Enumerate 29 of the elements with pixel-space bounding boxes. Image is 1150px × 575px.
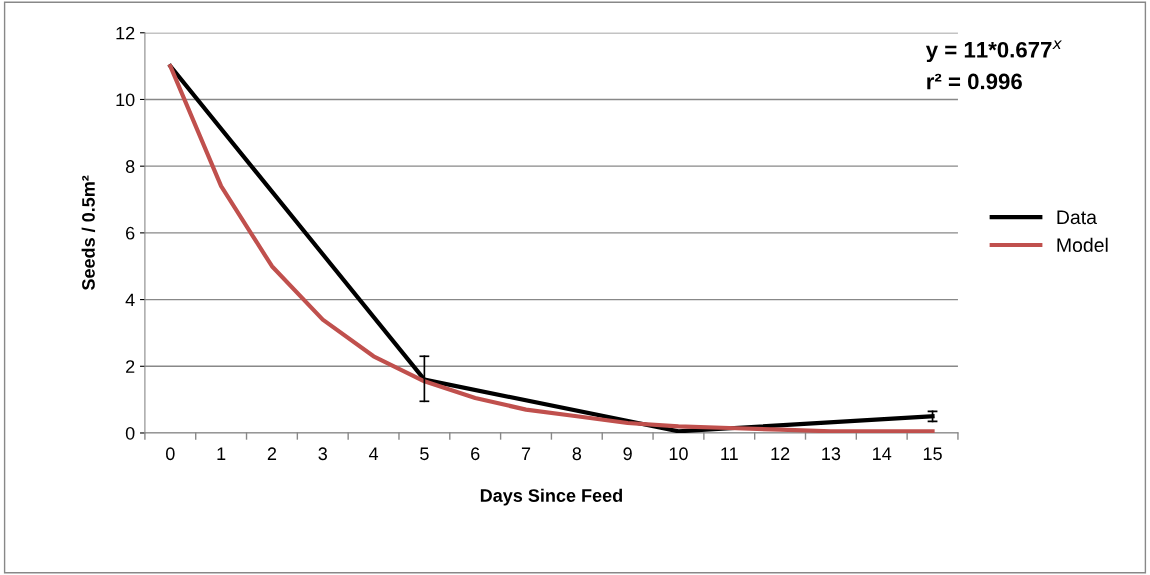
x-tick-label: 10 <box>669 447 688 461</box>
x-tick-label: 5 <box>420 447 429 461</box>
x-axis-title: Days Since Feed <box>480 488 622 506</box>
x-tick-label: 14 <box>873 447 892 460</box>
y-tick-label: 10 <box>116 93 135 107</box>
y-tick-label: 0 <box>125 426 135 440</box>
y-tick-label: 12 <box>116 26 135 40</box>
x-tick-label: 3 <box>318 447 327 461</box>
x-tick-label: 2 <box>267 447 277 460</box>
y-tick-label: 8 <box>125 160 135 173</box>
x-tick-label: 4 <box>368 447 379 460</box>
y-tick-label: 6 <box>126 226 135 240</box>
x-tick-label: 9 <box>623 447 632 461</box>
x-tick-label: 1 <box>217 447 226 460</box>
y-tick-label: 4 <box>125 293 135 307</box>
legend-label: Model <box>1057 237 1108 253</box>
x-tick-label: 0 <box>165 447 175 461</box>
x-tick-label: 7 <box>521 447 531 460</box>
annotation: y = 11*0.677$^{x}$ <box>925 40 1062 63</box>
x-tick-label: 6 <box>471 447 480 461</box>
y-tick-label: 2 <box>126 360 135 373</box>
x-tick-label: 8 <box>572 447 582 461</box>
x-tick-label: 12 <box>771 447 790 460</box>
legend-label: Data <box>1057 210 1097 225</box>
x-tick-label: 13 <box>822 447 841 461</box>
x-tick-label: 15 <box>923 447 942 461</box>
annotation: r² = 0.996 <box>927 73 1022 90</box>
x-tick-label: 11 <box>721 447 738 460</box>
y-axis-title: Seeds / 0.5m² <box>81 175 96 291</box>
